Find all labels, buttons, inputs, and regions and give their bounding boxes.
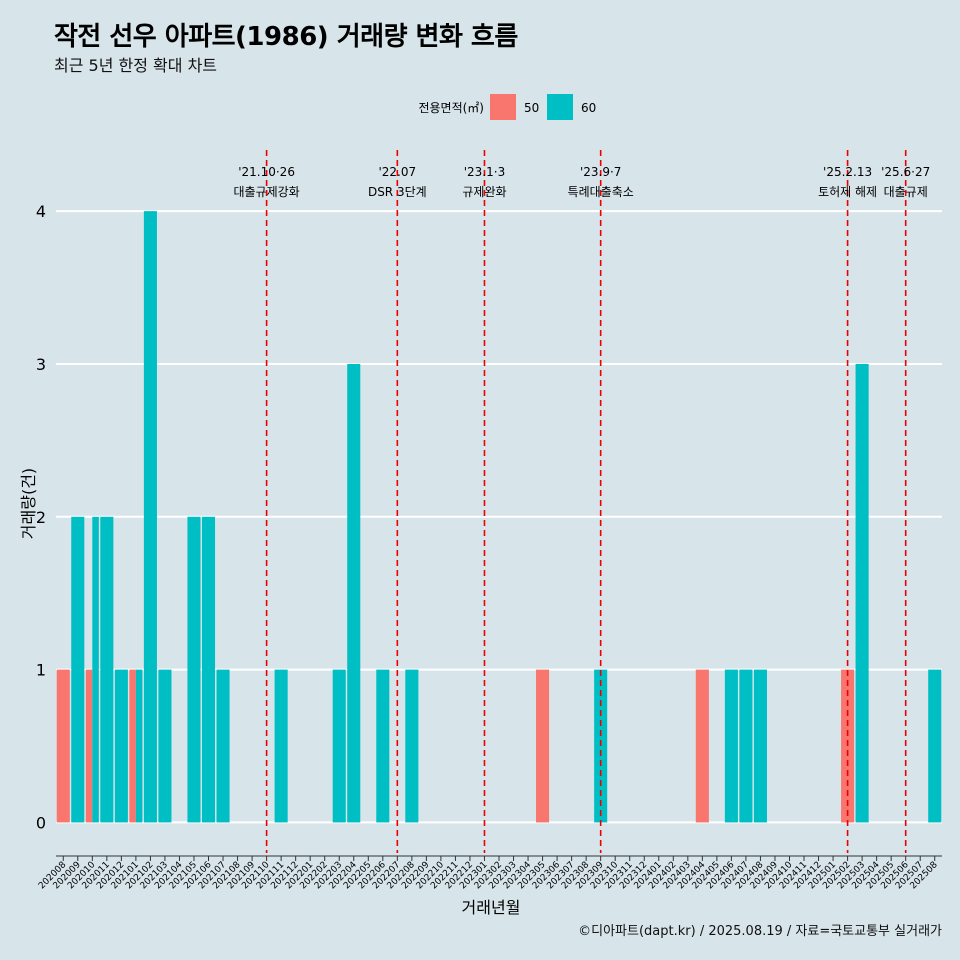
bar-60 xyxy=(855,363,869,823)
source-caption: ©디아파트(dapt.kr) / 2025.08.19 / 자료=국토교통부 실… xyxy=(578,924,942,939)
bar-60 xyxy=(376,669,390,823)
bar-60 xyxy=(158,669,172,823)
bar-50 xyxy=(85,669,93,823)
legend-label-50: 50 xyxy=(524,101,539,115)
bar-60 xyxy=(92,516,99,823)
y-tick-label: 1 xyxy=(36,661,46,680)
policy-name-label: 규제완화 xyxy=(462,185,506,199)
bar-60 xyxy=(753,669,767,823)
bar-60 xyxy=(347,363,361,823)
policy-date-label: '23.9·7 xyxy=(580,165,621,179)
policy-date-label: '23.1·3 xyxy=(464,165,505,179)
bar-50 xyxy=(56,669,70,823)
legend-label-60: 60 xyxy=(581,101,596,115)
bar-50 xyxy=(536,669,550,823)
policy-date-label: '25.2.13 xyxy=(823,165,872,179)
chart-subtitle: 최근 5년 한정 확대 차트 xyxy=(54,56,218,75)
bar-60 xyxy=(405,669,419,823)
bar-60 xyxy=(928,669,942,823)
policy-date-label: '21.10·26 xyxy=(238,165,295,179)
y-tick-label: 3 xyxy=(36,355,46,374)
bar-60 xyxy=(724,669,738,823)
bar-60 xyxy=(114,669,128,823)
policy-date-label: '25.6·27 xyxy=(881,165,930,179)
bar-60 xyxy=(71,516,85,823)
bar-60 xyxy=(201,516,216,823)
policy-date-label: '22.07 xyxy=(378,165,416,179)
bar-60 xyxy=(274,669,288,823)
y-tick-label: 2 xyxy=(36,508,46,527)
policy-name-label: 대출규제강화 xyxy=(233,185,299,199)
y-tick-label: 4 xyxy=(36,202,46,221)
legend-title: 전용면적(㎡) xyxy=(418,101,484,115)
y-tick-label: 0 xyxy=(36,813,46,832)
y-axis-title: 거래량(건) xyxy=(19,468,38,539)
bar-60 xyxy=(100,516,114,823)
policy-name-label: 토허제 해제 xyxy=(818,185,877,199)
bar-50 xyxy=(841,669,855,823)
policy-name-label: 특례대출축소 xyxy=(568,185,634,199)
chart-title: 작전 선우 아파트(1986) 거래량 변화 흐름 xyxy=(54,22,518,52)
policy-name-label: DSR 3단계 xyxy=(368,185,427,199)
bar-50 xyxy=(695,669,709,823)
bar-60 xyxy=(594,669,608,823)
bar-60 xyxy=(216,669,230,823)
bar-60 xyxy=(739,669,753,823)
bar-60 xyxy=(187,516,201,823)
policy-name-label: 대출규제 xyxy=(884,185,928,199)
legend-swatch-50 xyxy=(490,94,516,120)
bar-60 xyxy=(143,211,157,823)
x-axis-title: 거래년월 xyxy=(462,898,521,917)
legend-swatch-60 xyxy=(547,94,573,120)
bar-60 xyxy=(135,669,143,823)
bar-60 xyxy=(332,669,346,823)
bar-50 xyxy=(129,669,136,823)
